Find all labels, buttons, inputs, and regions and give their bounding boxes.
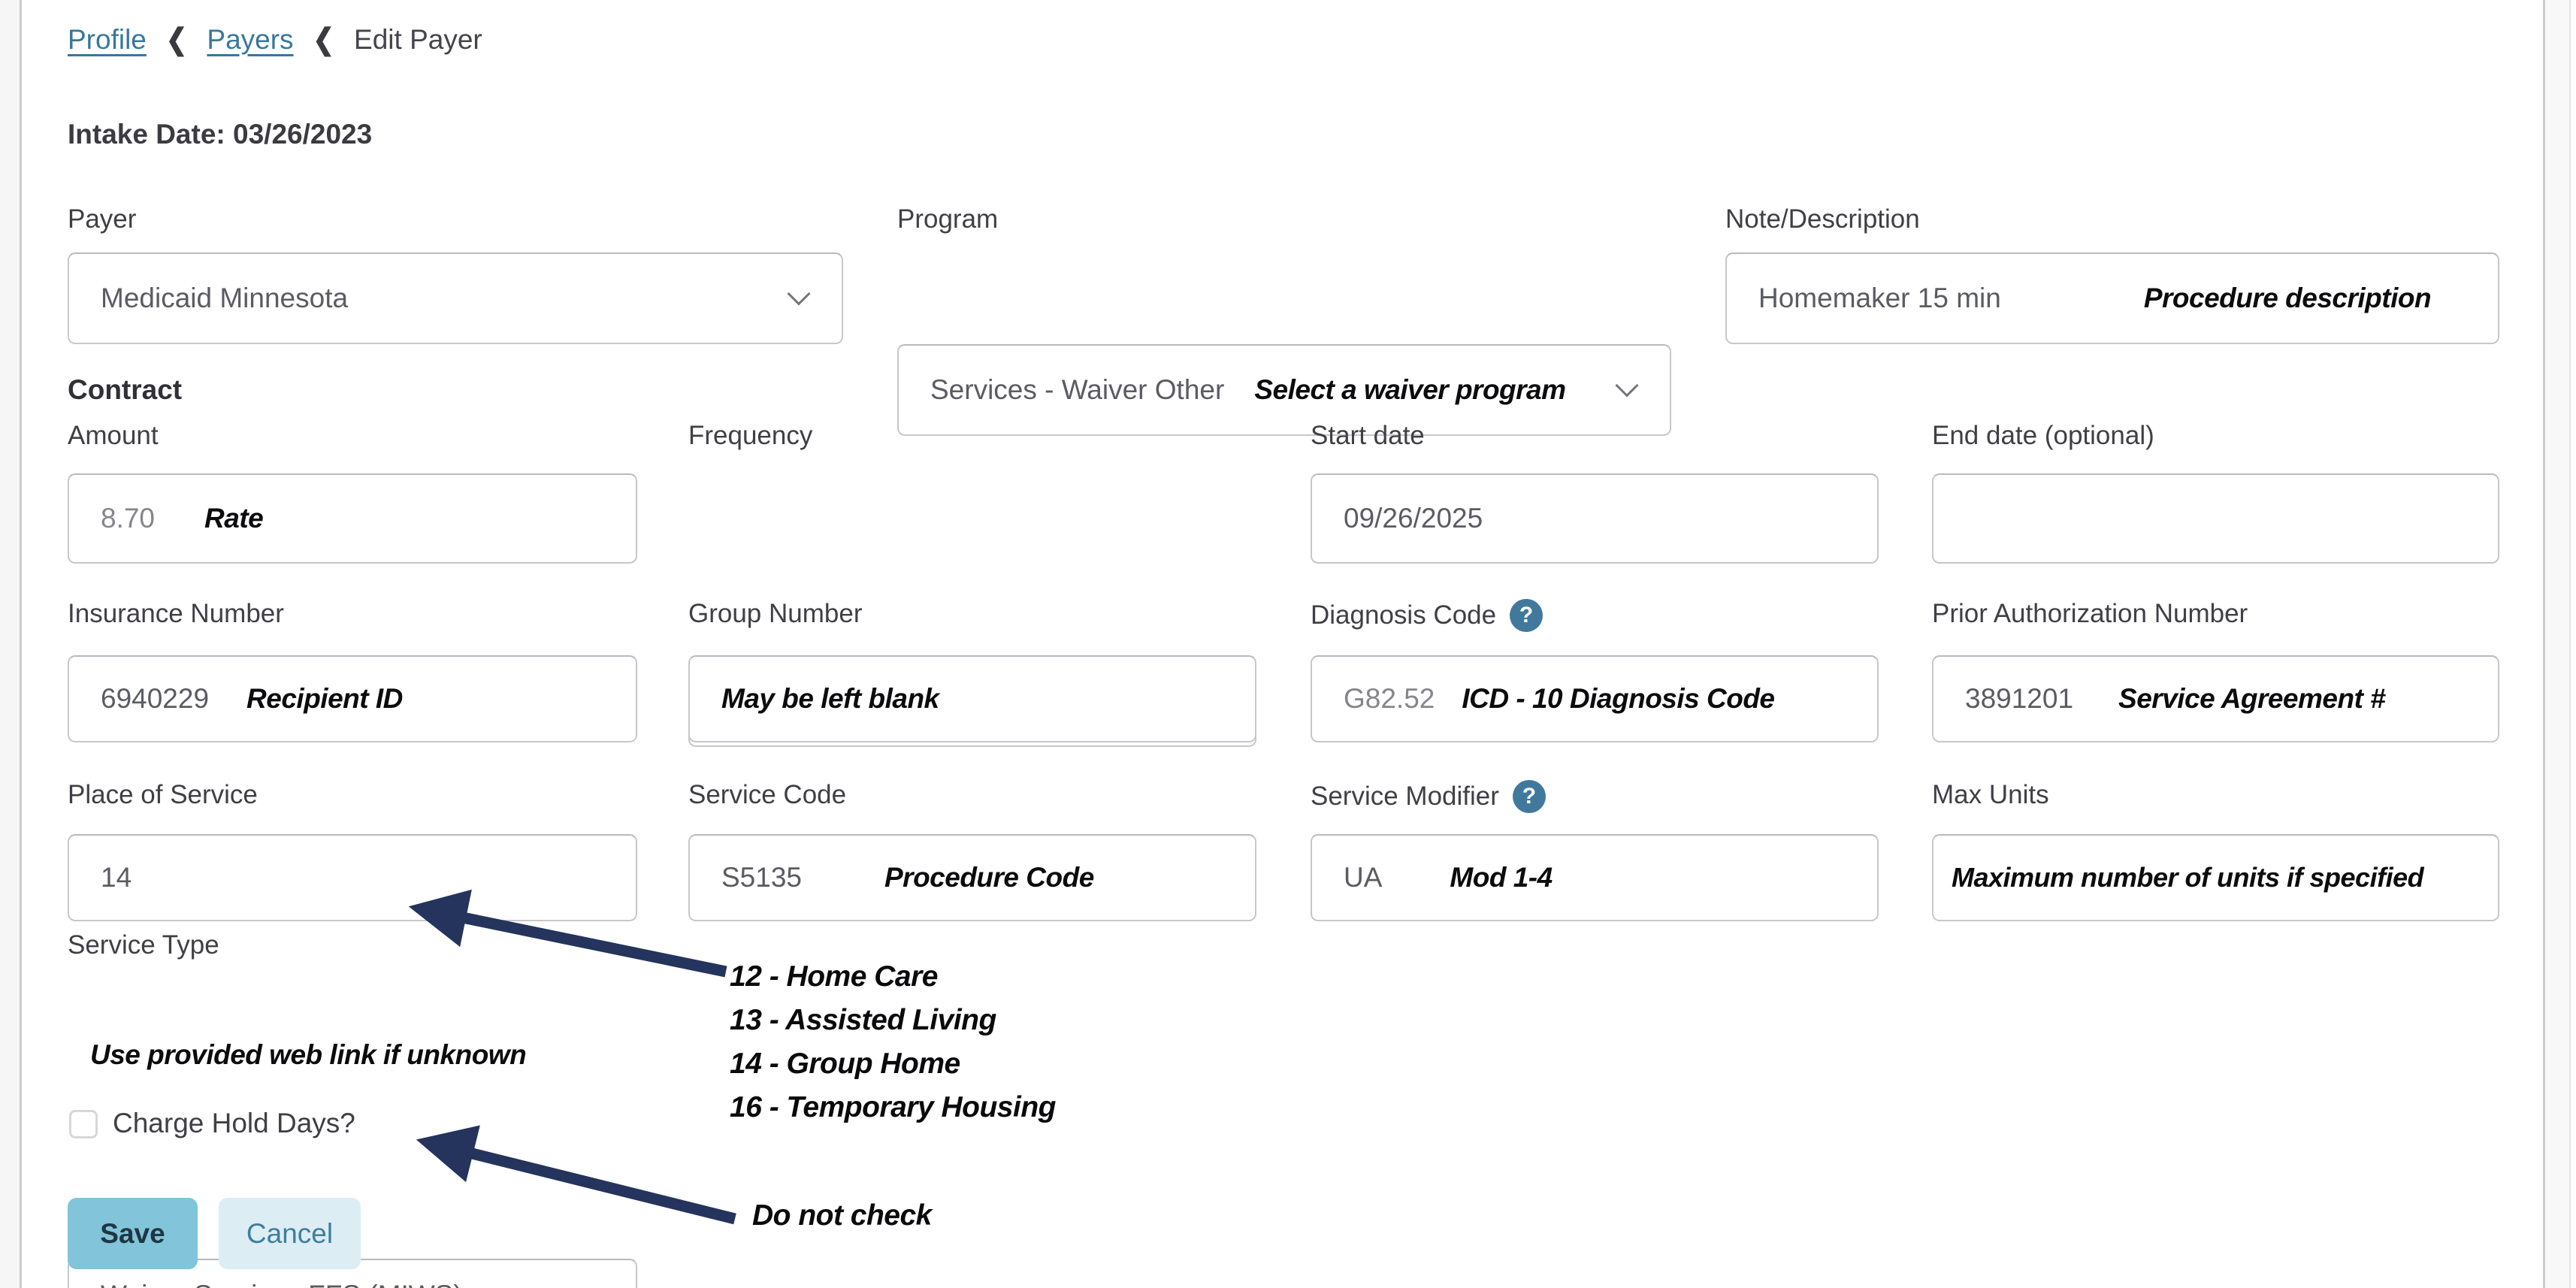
breadcrumb: Profile ❮ Payers ❮ Edit Payer [68, 23, 482, 56]
program-label: Program [897, 204, 999, 234]
breadcrumb-current-edit-payer: Edit Payer [354, 24, 482, 55]
program-select[interactable]: Services - Waiver Other Select a waiver … [897, 344, 1671, 436]
service-code-label: Service Code [688, 780, 847, 809]
group-number-input[interactable]: May be left blank [688, 655, 1256, 742]
chevron-left-icon: ❮ [313, 23, 335, 56]
start-date-label: Start date [1311, 421, 1425, 450]
amount-value: 8.70 [101, 503, 156, 534]
amount-annotation: Rate [204, 503, 264, 534]
place-of-service-input[interactable]: 14 [68, 834, 637, 921]
group-number-annotation: May be left blank [721, 683, 939, 714]
service-modifier-annotation: Mod 1-4 [1450, 862, 1553, 893]
payer-label: Payer [68, 204, 137, 234]
do-not-check-note: Do not check [752, 1199, 932, 1232]
chevron-down-icon [787, 282, 811, 306]
end-date-input[interactable] [1932, 473, 2499, 564]
service-code-value: S5135 [721, 862, 802, 893]
amount-label: Amount [68, 421, 159, 450]
note-description-value: Homemaker 15 min [1758, 283, 2001, 313]
insurance-number-label: Insurance Number [68, 599, 284, 628]
breadcrumb-link-payers[interactable]: Payers [207, 24, 294, 55]
note-description-input[interactable]: Homemaker 15 min Procedure description [1725, 252, 2499, 344]
pos-code-note: 16 - Temporary Housing [730, 1091, 1056, 1123]
place-of-service-label: Place of Service [68, 780, 258, 809]
help-icon[interactable]: ? [1510, 599, 1543, 632]
pos-code-note: 14 - Group Home [730, 1048, 960, 1080]
prior-auth-annotation: Service Agreement # [2118, 683, 2386, 714]
group-number-label: Group Number [688, 599, 863, 628]
prior-auth-input[interactable]: 3891201 Service Agreement # [1932, 655, 2499, 742]
amount-input[interactable]: 8.70 Rate [68, 473, 637, 564]
breadcrumb-link-profile[interactable]: Profile [68, 24, 147, 55]
end-date-label: End date (optional) [1932, 421, 2154, 450]
contract-section-heading: Contract [68, 374, 183, 405]
insurance-number-annotation: Recipient ID [246, 683, 403, 714]
service-modifier-label: Service Modifier ? [1311, 780, 1546, 813]
diagnosis-code-value: G82.52 [1344, 683, 1435, 714]
charge-hold-days-label[interactable]: Charge Hold Days? [113, 1108, 355, 1138]
diagnosis-code-label: Diagnosis Code ? [1311, 599, 1543, 632]
chevron-down-icon [1615, 373, 1639, 398]
vertical-scrollbar[interactable] [2543, 0, 2571, 1288]
note-description-annotation: Procedure description [2143, 283, 2432, 313]
cancel-button[interactable]: Cancel [219, 1198, 361, 1269]
service-modifier-value: UA [1344, 862, 1383, 893]
service-modifier-input[interactable]: UA Mod 1-4 [1311, 834, 1879, 921]
prior-auth-label: Prior Authorization Number [1932, 599, 2248, 628]
diagnosis-code-annotation: ICD - 10 Diagnosis Code [1462, 683, 1775, 714]
max-units-label: Max Units [1932, 780, 2049, 809]
insurance-number-value: 6940229 [101, 683, 210, 714]
help-icon[interactable]: ? [1512, 780, 1546, 813]
payer-select[interactable]: Medicaid Minnesota [68, 252, 843, 344]
max-units-input[interactable]: Maximum number of units if specified [1932, 834, 2499, 921]
service-code-annotation: Procedure Code [884, 862, 1094, 893]
program-annotation: Select a waiver program [1254, 374, 1566, 405]
charge-hold-days-checkbox[interactable] [69, 1110, 98, 1138]
intake-date-text: Intake Date: 03/26/2023 [68, 119, 373, 150]
frequency-label: Frequency [688, 421, 813, 450]
program-select-value: Services - Waiver Other [930, 374, 1225, 405]
payer-select-value: Medicaid Minnesota [101, 283, 349, 313]
diagnosis-code-label-text: Diagnosis Code [1311, 600, 1497, 630]
service-code-input[interactable]: S5135 Procedure Code [688, 834, 1256, 921]
service-type-label: Service Type [68, 930, 219, 960]
insurance-number-input[interactable]: 6940229 Recipient ID [68, 655, 637, 742]
prior-auth-value: 3891201 [1965, 683, 2074, 714]
service-type-annotation: Use provided web link if unknown [90, 1039, 527, 1070]
service-type-select-value: Waiver Services FFS (MIWS) [101, 1280, 463, 1288]
diagnosis-code-input[interactable]: G82.52 ICD - 10 Diagnosis Code [1311, 655, 1879, 742]
note-description-label: Note/Description [1725, 204, 1920, 234]
pos-code-note: 12 - Home Care [730, 960, 938, 993]
place-of-service-value: 14 [101, 862, 132, 893]
start-date-value: 09/26/2025 [1344, 503, 1483, 534]
save-button[interactable]: Save [68, 1198, 198, 1269]
pos-code-note: 13 - Assisted Living [730, 1004, 996, 1036]
service-modifier-label-text: Service Modifier [1311, 782, 1499, 811]
max-units-annotation: Maximum number of units if specified [1952, 862, 2424, 893]
page-left-gutter [0, 0, 22, 1288]
start-date-input[interactable]: 09/26/2025 [1311, 473, 1879, 564]
arrow-to-charge-hold-checkbox [416, 1125, 736, 1225]
chevron-left-icon: ❮ [165, 23, 188, 56]
